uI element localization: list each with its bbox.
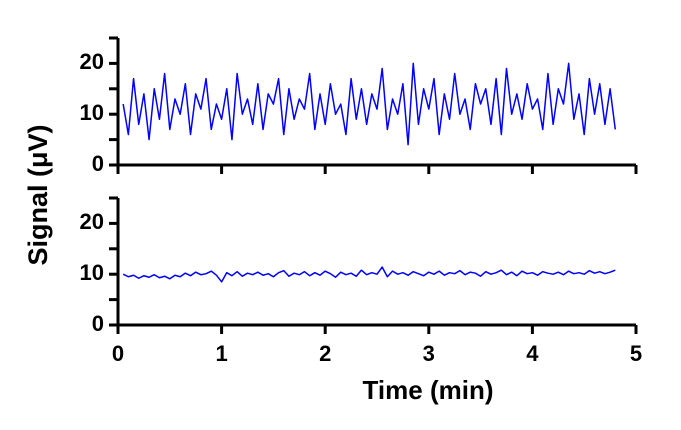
x-tick-label: 3 [423, 341, 435, 366]
x-tick-label: 5 [630, 341, 642, 366]
x-tick-label: 4 [526, 341, 539, 366]
x-tick-label: 2 [319, 341, 331, 366]
y-tick-label: 0 [92, 151, 104, 176]
y-tick-label: 10 [80, 260, 104, 285]
x-tick-label: 0 [112, 341, 124, 366]
y-tick-label: 10 [80, 100, 104, 125]
y-axis-label: Signal (μV) [23, 124, 53, 265]
signal-line [122, 266, 616, 283]
y-tick-label: 20 [80, 209, 104, 234]
y-tick-label: 0 [92, 311, 104, 336]
x-axis-label: Time (min) [363, 375, 494, 405]
y-tick-label: 20 [80, 49, 104, 74]
x-tick-label: 1 [215, 341, 227, 366]
signal-line [122, 62, 617, 146]
